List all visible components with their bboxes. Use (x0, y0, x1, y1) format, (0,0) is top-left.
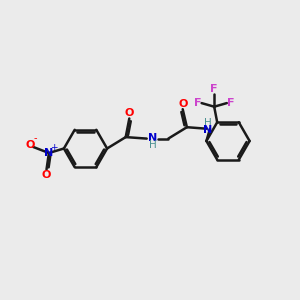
Text: O: O (124, 108, 134, 118)
Text: F: F (211, 84, 218, 94)
Text: O: O (178, 99, 188, 109)
Text: N: N (148, 133, 158, 143)
Text: N: N (44, 148, 53, 158)
Text: +: + (50, 143, 58, 152)
Text: O: O (42, 169, 51, 180)
Text: N: N (203, 124, 212, 135)
Text: H: H (149, 140, 157, 150)
Text: O: O (25, 140, 34, 150)
Text: H: H (204, 118, 212, 128)
Text: F: F (227, 98, 235, 108)
Text: F: F (194, 98, 201, 108)
Text: -: - (33, 133, 37, 143)
